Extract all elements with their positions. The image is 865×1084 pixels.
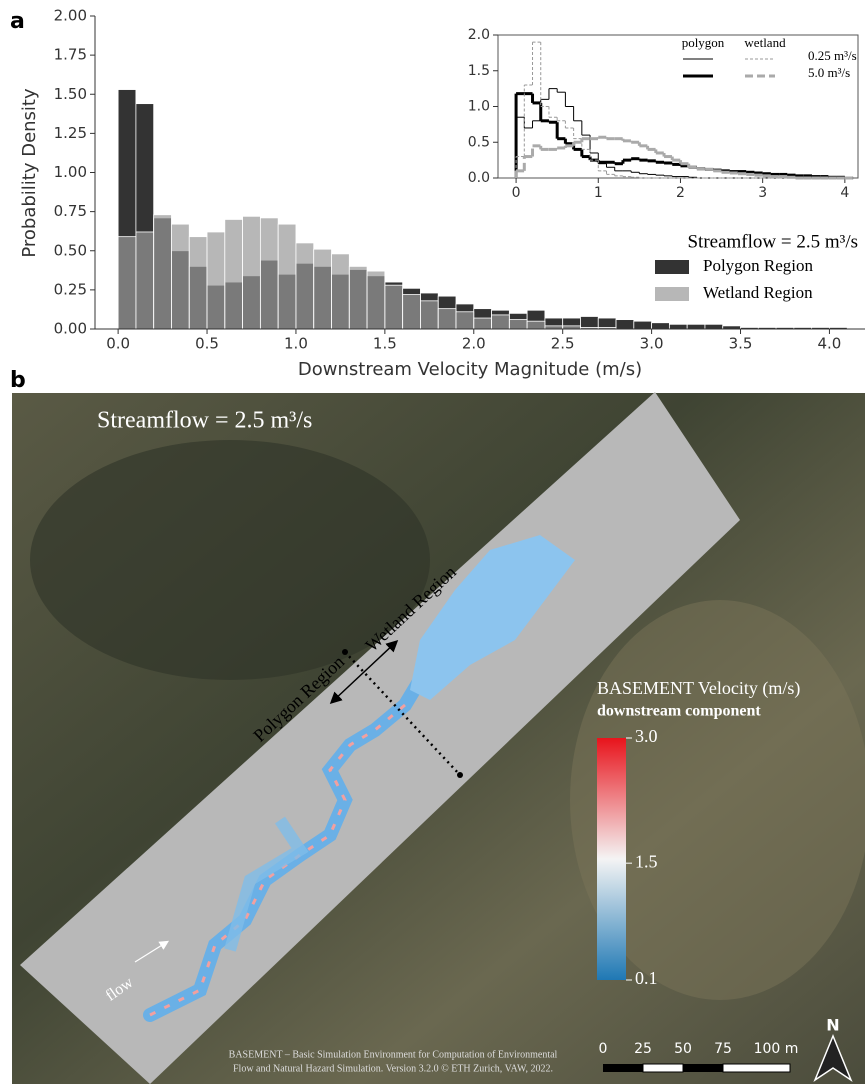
y-tick-label: 0.75 [54, 202, 87, 220]
legend-label: Polygon Region [703, 256, 814, 275]
panel-label: b [10, 368, 26, 393]
legend-label: Wetland Region [703, 283, 813, 302]
y-tick-label: 2.00 [54, 7, 87, 25]
scale-segment [643, 1064, 683, 1072]
x-tick-label: 0.0 [106, 335, 130, 353]
bar [207, 232, 225, 329]
bar [189, 237, 207, 329]
bar [385, 285, 403, 329]
y-tick-label: 0.5 [468, 134, 490, 150]
bar [669, 324, 687, 329]
y-tick-label: 0.25 [54, 280, 87, 298]
bar [118, 237, 136, 329]
north-label: N [826, 1016, 839, 1035]
bar [154, 215, 172, 329]
bar [171, 224, 189, 329]
x-tick-label: 2.0 [462, 335, 486, 353]
map-title: Streamflow = 2.5 m³/s [97, 408, 312, 434]
x-tick-label: 3.0 [640, 335, 664, 353]
colorbar-tick-label: 3.0 [635, 726, 658, 746]
scale-label: 25 [634, 1041, 652, 1057]
bar [136, 232, 154, 329]
bar [705, 324, 723, 329]
bar [438, 309, 456, 329]
x-tick-label: 3.5 [729, 335, 753, 353]
colorbar-tick-label: 0.1 [635, 968, 658, 988]
x-tick-label: 1 [594, 185, 603, 201]
x-axis-label: Downstream Velocity Magnitude (m/s) [298, 359, 642, 380]
y-tick-label: 0.0 [468, 170, 490, 186]
y-tick-label: 1.0 [468, 99, 490, 115]
legend-label: 5.0 m³/s [808, 65, 850, 80]
y-tick-label: 2.0 [468, 27, 490, 43]
plot-frame [498, 35, 858, 178]
bar [509, 320, 527, 329]
page: a b Wetland Region Polygon Region flow S… [0, 0, 865, 1084]
credit: Flow and Natural Hazard Simulation. Vers… [233, 1063, 553, 1074]
bar [332, 254, 350, 329]
bar [225, 219, 243, 329]
divider-end [457, 772, 463, 778]
y-axis-label: Probability Density [19, 88, 40, 258]
legend-header: polygon [682, 35, 725, 50]
y-tick-label: 1.5 [468, 63, 490, 79]
legend-title: Streamflow = 2.5 m³/s [687, 231, 858, 252]
y-tick-label: 1.00 [54, 163, 87, 181]
scale-label: 100 m [754, 1041, 799, 1057]
x-tick-label: 4 [840, 185, 849, 201]
bar [243, 216, 261, 329]
colorbar-tick-label: 1.5 [635, 851, 658, 871]
bar [314, 249, 332, 329]
scale-segment [683, 1064, 723, 1072]
bar [367, 271, 385, 329]
scale-label: 0 [599, 1041, 608, 1057]
bar [687, 324, 705, 329]
figure: a b Wetland Region Polygon Region flow S… [0, 0, 865, 1084]
bar [492, 315, 510, 329]
bar [634, 321, 652, 329]
colorbar [597, 738, 626, 980]
x-tick-label: 2 [676, 185, 685, 201]
scale-segment [603, 1064, 643, 1072]
y-tick-label: 0.00 [54, 320, 87, 338]
bar [420, 301, 438, 329]
bar [349, 266, 367, 329]
x-tick-label: 2.5 [551, 335, 575, 353]
y-tick-label: 0.50 [54, 241, 87, 259]
divider-end [342, 649, 348, 655]
legend-label: 0.25 m³/s [808, 48, 857, 63]
x-tick-label: 1.0 [284, 335, 308, 353]
legend-swatch [655, 260, 689, 274]
y-tick-label: 1.75 [54, 46, 87, 64]
x-tick-label: 1.5 [373, 335, 397, 353]
bar [456, 312, 474, 329]
bar [527, 321, 545, 329]
bar [474, 318, 492, 329]
map-panel: Wetland Region Polygon Region flow Strea… [12, 392, 865, 1084]
scale-label: 75 [714, 1041, 732, 1057]
bar [278, 224, 296, 329]
colorbar-subtitle: downstream component [597, 703, 761, 720]
y-tick-label: 1.25 [54, 124, 87, 142]
bar [652, 323, 670, 329]
legend-header: wetland [744, 35, 786, 50]
x-tick-label: 0 [512, 185, 521, 201]
panel-label: a [10, 9, 25, 34]
bar [260, 218, 278, 329]
x-tick-label: 3 [758, 185, 767, 201]
bar [616, 320, 634, 329]
x-tick-label: 4.0 [818, 335, 842, 353]
bar [403, 295, 421, 329]
colorbar-title: BASEMENT Velocity (m/s) [597, 678, 800, 699]
scale-segment [723, 1064, 790, 1072]
x-tick-label: 0.5 [195, 335, 219, 353]
bar [296, 243, 314, 329]
y-tick-label: 1.50 [54, 85, 87, 103]
scale-label: 50 [674, 1041, 692, 1057]
legend-swatch [655, 287, 689, 301]
credit: BASEMENT – Basic Simulation Environment … [229, 1049, 558, 1060]
